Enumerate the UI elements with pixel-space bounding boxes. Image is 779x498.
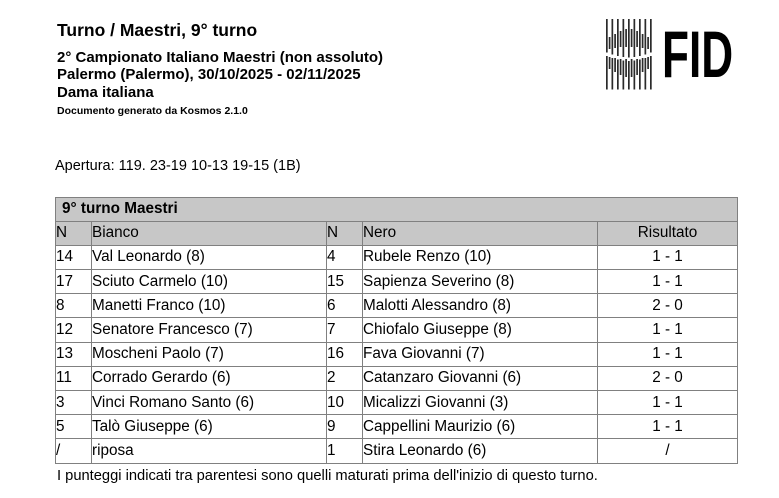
svg-text:FID: FID [662, 17, 733, 91]
